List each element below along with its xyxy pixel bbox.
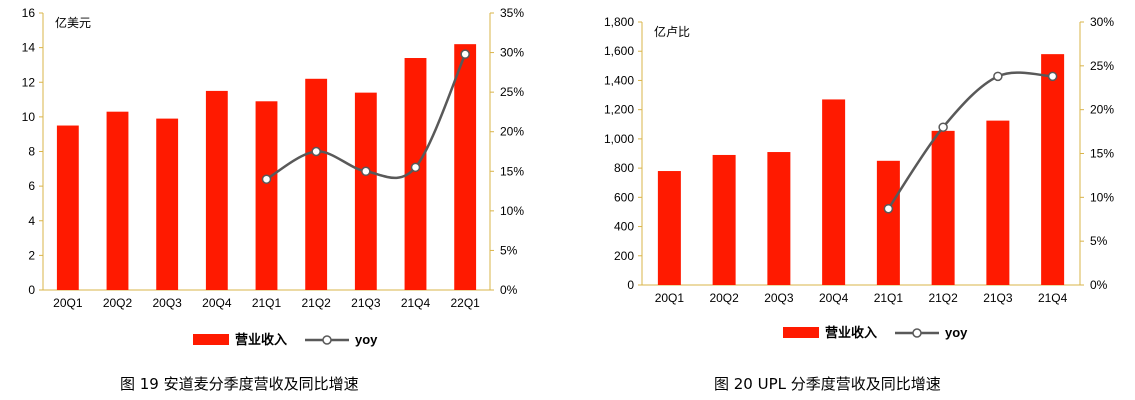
- y-left-tick-label: 6: [28, 179, 35, 193]
- y-right-tick-label: 15%: [500, 164, 524, 178]
- x-tick-label: 20Q4: [202, 296, 232, 310]
- yoy-marker: [1047, 71, 1058, 82]
- x-tick-label: 20Q1: [53, 296, 83, 310]
- y-left-tick-label: 200: [614, 249, 634, 263]
- bar: [657, 171, 681, 285]
- yoy-marker: [460, 49, 470, 59]
- unit-label: 亿美元: [55, 15, 91, 30]
- bar: [255, 101, 278, 290]
- y-left-tick-label: 10: [22, 110, 36, 124]
- y-left-tick-label: 400: [614, 220, 634, 234]
- yoy-marker: [410, 162, 421, 173]
- y-left-tick-label: 1,200: [604, 103, 634, 117]
- bar: [876, 160, 900, 285]
- y-right-tick-label: 5%: [1090, 234, 1108, 248]
- legend-marker: [912, 328, 922, 338]
- bar: [931, 130, 955, 285]
- y-right-tick-label: 25%: [500, 85, 524, 99]
- y-left-tick-label: 1,800: [604, 15, 634, 29]
- bar: [712, 154, 736, 285]
- y-right-tick-label: 10%: [500, 204, 524, 218]
- bar: [986, 120, 1010, 285]
- x-tick-label: 21Q2: [928, 291, 958, 305]
- y-right-tick-label: 5%: [500, 243, 518, 257]
- x-tick-label: 20Q3: [152, 296, 182, 310]
- y-left-tick-label: 0: [627, 278, 634, 292]
- y-right-tick-label: 0%: [1090, 278, 1108, 292]
- yoy-line: [265, 53, 467, 181]
- x-tick-label: 20Q1: [655, 291, 685, 305]
- x-tick-label: 21Q4: [401, 296, 431, 310]
- y-left-tick-label: 600: [614, 190, 634, 204]
- y-left-tick-label: 14: [22, 41, 36, 55]
- x-tick-label: 20Q2: [709, 291, 739, 305]
- y-left-tick-label: 1,400: [604, 73, 634, 87]
- y-right-tick-label: 20%: [500, 125, 524, 139]
- legend-label-bar: 营业收入: [825, 325, 877, 340]
- bar: [1041, 54, 1065, 286]
- bar: [404, 58, 427, 291]
- y-left-tick-label: 0: [28, 283, 35, 297]
- legend-label-line: yoy: [355, 332, 378, 347]
- bar: [205, 90, 228, 290]
- x-tick-label: 20Q2: [103, 296, 133, 310]
- y-left-tick-label: 8: [28, 145, 35, 159]
- y-right-tick-label: 20%: [1090, 103, 1114, 117]
- legend-marker: [322, 335, 332, 345]
- x-tick-label: 20Q4: [819, 291, 849, 305]
- y-left-tick-label: 4: [28, 214, 35, 228]
- bar: [454, 44, 477, 290]
- y-right-tick-label: 35%: [500, 6, 524, 20]
- yoy-marker: [261, 174, 272, 184]
- bar: [106, 111, 129, 291]
- x-tick-label: 21Q1: [874, 291, 904, 305]
- y-left-tick-label: 2: [28, 248, 35, 262]
- chart-panel-right: 亿卢比 0 200 400 600 800 1,000 1,200 1,400 1,600 1,80…: [575, 0, 1135, 400]
- y-left-tick-label: 1,000: [604, 132, 634, 146]
- figure-caption-left: 图 19 安道麦分季度营收及同比增速: [120, 375, 359, 393]
- unit-label: 亿卢比: [654, 24, 690, 39]
- bar: [822, 99, 846, 285]
- y-right-tick-label: 30%: [500, 46, 524, 60]
- legend-swatch-bar: [783, 327, 819, 338]
- y-left-tick-label: 12: [22, 75, 36, 89]
- x-tick-label: 21Q1: [252, 296, 282, 310]
- x-tick-label: 22Q1: [450, 296, 480, 310]
- chart-upl-revenue: 亿卢比 0 200 400 600 800 1,000 1,200 1,400 1,600 1,80…: [604, 15, 1114, 340]
- x-tick-label: 21Q3: [351, 296, 381, 310]
- x-tick-label: 20Q3: [764, 291, 794, 305]
- y-right-tick-label: 0%: [500, 283, 518, 297]
- y-right-tick-label: 15%: [1090, 147, 1114, 161]
- yoy-marker: [938, 122, 948, 132]
- chart-panel-left: 亿美元 0 2 4 6 8 10 12 14 16 0% 5% 10% 15% 20% 25% 30% 35% 20…: [0, 0, 560, 400]
- yoy-marker: [311, 146, 321, 157]
- x-tick-label: 21Q4: [1038, 291, 1068, 305]
- y-left-tick-label: 16: [22, 6, 36, 20]
- bar: [354, 92, 377, 290]
- y-left-tick-label: 800: [614, 161, 634, 175]
- x-tick-label: 21Q2: [301, 296, 331, 310]
- chart-andamai-revenue: 亿美元 0 2 4 6 8 10 12 14 16 0% 5% 10% 15% 20% 25% 30% 35% 20…: [22, 6, 525, 347]
- x-tick-label: 21Q3: [983, 291, 1013, 305]
- bar: [305, 78, 328, 290]
- figure-caption-right: 图 20 UPL 分季度营收及同比增速: [714, 375, 941, 393]
- yoy-marker: [993, 71, 1003, 82]
- yoy-marker: [361, 166, 371, 177]
- legend-label-bar: 营业收入: [235, 332, 287, 347]
- y-right-tick-label: 30%: [1090, 15, 1114, 29]
- bar: [156, 118, 179, 290]
- legend-label-line: yoy: [945, 325, 968, 340]
- bar: [56, 125, 79, 290]
- yoy-line: [887, 71, 1053, 210]
- y-right-tick-label: 10%: [1090, 190, 1114, 204]
- y-left-tick-label: 1,600: [604, 44, 634, 58]
- bar: [767, 152, 791, 285]
- yoy-marker: [883, 203, 894, 214]
- legend-swatch-bar: [193, 334, 229, 345]
- y-right-tick-label: 25%: [1090, 59, 1114, 73]
